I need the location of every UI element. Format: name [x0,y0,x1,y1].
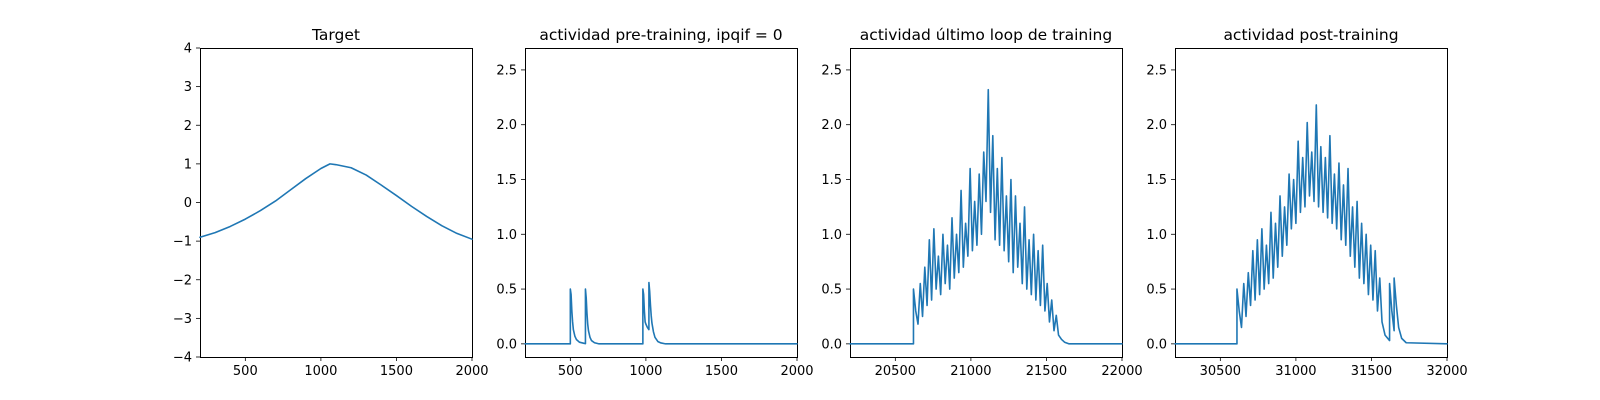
x-tick-label: 31000 [1275,364,1316,379]
y-tick-label: 1.0 [1146,228,1167,243]
x-tick-label: 20500 [875,364,916,379]
x-tick-label: 31500 [1351,364,1392,379]
plot-frame [1175,48,1448,358]
x-tick-label: 1000 [304,364,337,379]
series-line [524,281,798,345]
y-tick-label: −2 [173,273,192,288]
chart-title: actividad pre-training, ipqif = 0 [539,26,782,44]
x-tick-label: 30500 [1200,364,1241,379]
x-tick-label: 1500 [380,364,413,379]
panel-last-training-loop: actividad último loop de training 20500 2… [821,26,1142,379]
series-line [1174,104,1448,345]
chart-title: actividad último loop de training [860,26,1112,44]
y-tick-label: 0.5 [821,283,842,298]
y-tick-label: 3 [184,80,192,95]
x-tick-label: 1500 [705,364,738,379]
x-tick-label: 22000 [1101,364,1142,379]
y-tick-label: 2.0 [821,118,842,133]
panel-pre-training: actividad pre-training, ipqif = 0 500 100… [496,26,813,379]
y-axis: 0.0 0.5 1.0 1.5 2.0 2.5 [496,63,525,352]
panel-target: Target 500 1000 1500 2000 −4 −3 −2 −1 0 1 2 3 4 [173,26,489,379]
y-tick-label: 0.0 [1146,337,1167,352]
y-tick-label: 1.5 [821,173,842,188]
y-tick-label: 2.0 [1146,118,1167,133]
y-tick-label: 2.5 [1146,63,1167,78]
plot-frame [525,48,798,358]
series-group [524,281,798,345]
y-tick-label: −1 [173,235,192,250]
chart-title: Target [311,26,360,44]
x-axis: 20500 21000 21500 22000 [875,357,1143,379]
y-tick-label: 0.0 [821,337,842,352]
series-line [199,163,473,240]
y-tick-label: −4 [173,351,192,366]
y-tick-label: 2.5 [821,63,842,78]
y-tick-label: 1.5 [496,173,517,188]
x-tick-label: 2000 [455,364,488,379]
x-axis: 500 1000 1500 2000 [558,357,814,379]
chart-title: actividad post-training [1223,26,1398,44]
x-tick-label: 500 [233,364,258,379]
x-tick-label: 32000 [1426,364,1467,379]
x-tick-label: 21000 [950,364,991,379]
plot-frame [850,48,1123,358]
x-tick-label: 2000 [780,364,813,379]
x-axis: 30500 31000 31500 32000 [1200,357,1468,379]
y-axis: 0.0 0.5 1.0 1.5 2.0 2.5 [821,63,850,352]
series-group [1174,104,1448,345]
panel-post-training: actividad post-training 30500 31000 31500 3… [1146,26,1467,379]
y-tick-label: 2.5 [496,63,517,78]
y-tick-label: 0 [184,196,192,211]
x-tick-label: 500 [558,364,583,379]
x-axis: 500 1000 1500 2000 [233,357,489,379]
series-group [199,163,473,240]
y-tick-label: −3 [173,312,192,327]
plot-frame [200,48,473,358]
y-tick-label: 0.0 [496,337,517,352]
y-axis: 0.0 0.5 1.0 1.5 2.0 2.5 [1146,63,1175,352]
x-tick-label: 21500 [1026,364,1067,379]
y-tick-label: 1 [184,157,192,172]
y-tick-label: 1.0 [821,228,842,243]
y-tick-label: 0.5 [496,283,517,298]
series-line [849,88,1123,345]
y-tick-label: 2 [184,119,192,134]
y-tick-label: 1.5 [1146,173,1167,188]
y-tick-label: 2.0 [496,118,517,133]
y-axis: −4 −3 −2 −1 0 1 2 3 4 [173,42,200,366]
y-tick-label: 0.5 [1146,283,1167,298]
y-tick-label: 1.0 [496,228,517,243]
y-tick-label: 4 [184,42,192,57]
x-tick-label: 1000 [629,364,662,379]
series-group [849,88,1123,345]
